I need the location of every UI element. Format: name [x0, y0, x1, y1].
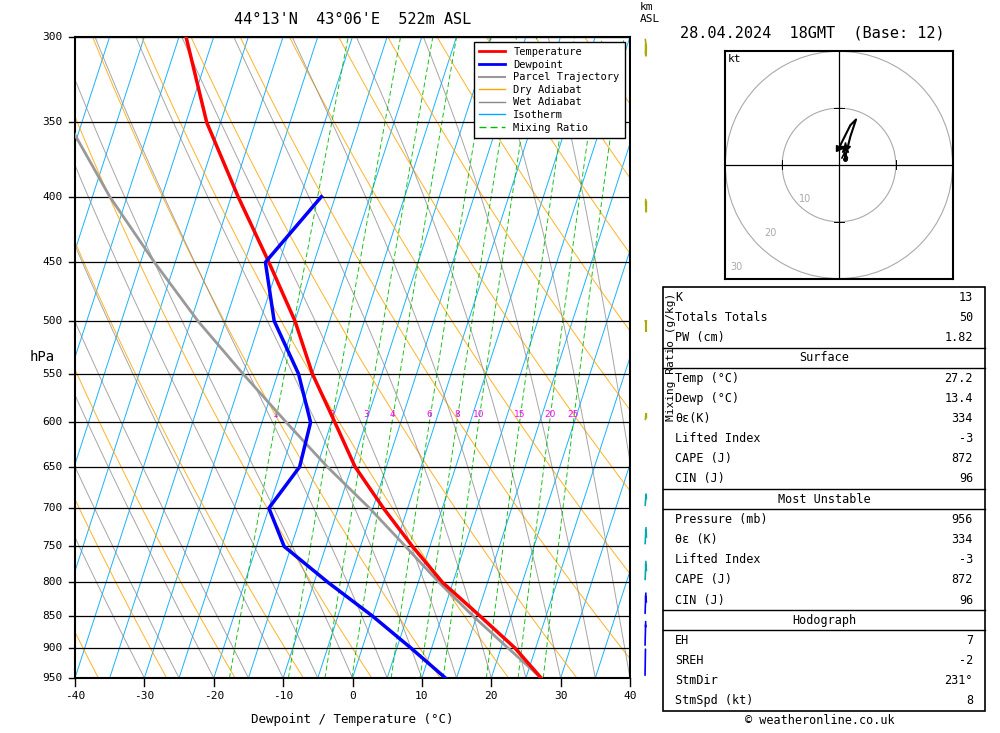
- Text: 13: 13: [959, 291, 973, 304]
- Text: 2: 2: [642, 582, 649, 592]
- Text: 334: 334: [952, 412, 973, 425]
- Text: Lifted Index: Lifted Index: [675, 553, 761, 566]
- Text: 231°: 231°: [944, 674, 973, 688]
- Text: CIN (J): CIN (J): [675, 473, 725, 485]
- Text: θε(K): θε(K): [675, 412, 711, 425]
- Text: Mixing Ratio (g/kg): Mixing Ratio (g/kg): [666, 293, 676, 421]
- Text: 4: 4: [642, 432, 649, 442]
- Text: EH: EH: [675, 634, 689, 647]
- Text: 872: 872: [952, 573, 973, 586]
- Text: 40: 40: [623, 690, 637, 701]
- Text: 8: 8: [642, 216, 649, 226]
- Text: 750: 750: [43, 542, 63, 551]
- Text: PW (cm): PW (cm): [675, 331, 725, 345]
- Text: 800: 800: [43, 578, 63, 587]
- Text: 5: 5: [642, 386, 649, 396]
- Text: -30: -30: [134, 690, 154, 701]
- Text: 10: 10: [473, 410, 484, 419]
- Text: 334: 334: [952, 533, 973, 546]
- Text: -10: -10: [273, 690, 293, 701]
- Text: 1.82: 1.82: [944, 331, 973, 345]
- Text: 8: 8: [454, 410, 460, 419]
- Text: 450: 450: [43, 257, 63, 268]
- Text: 4: 4: [389, 410, 395, 419]
- Text: 850: 850: [43, 611, 63, 621]
- Text: LCL: LCL: [631, 572, 649, 583]
- Text: 27.2: 27.2: [944, 372, 973, 385]
- Text: 30: 30: [554, 690, 567, 701]
- Text: 1: 1: [642, 647, 649, 657]
- Text: 15: 15: [514, 410, 525, 419]
- Text: 600: 600: [43, 417, 63, 427]
- Text: 956: 956: [952, 513, 973, 526]
- Text: km
ASL: km ASL: [640, 2, 660, 23]
- Text: -40: -40: [65, 690, 85, 701]
- Text: Lifted Index: Lifted Index: [675, 432, 761, 445]
- Text: Totals Totals: Totals Totals: [675, 311, 768, 324]
- Text: 25: 25: [568, 410, 579, 419]
- Text: 7: 7: [642, 278, 649, 288]
- Text: CAPE (J): CAPE (J): [675, 452, 732, 465]
- Text: 350: 350: [43, 117, 63, 128]
- Text: 550: 550: [43, 369, 63, 379]
- Text: 3: 3: [642, 510, 649, 520]
- Legend: Temperature, Dewpoint, Parcel Trajectory, Dry Adiabat, Wet Adiabat, Isotherm, Mi: Temperature, Dewpoint, Parcel Trajectory…: [474, 42, 625, 138]
- Text: Pressure (mb): Pressure (mb): [675, 513, 768, 526]
- Text: 1: 1: [273, 410, 278, 419]
- Text: Hodograph: Hodograph: [792, 614, 856, 627]
- Text: SREH: SREH: [675, 654, 704, 667]
- Text: 900: 900: [43, 643, 63, 653]
- Text: StmDir: StmDir: [675, 674, 718, 688]
- Text: 44°13'N  43°06'E  522m ASL: 44°13'N 43°06'E 522m ASL: [234, 12, 471, 27]
- Text: 96: 96: [959, 473, 973, 485]
- Text: 28.04.2024  18GMT  (Base: 12): 28.04.2024 18GMT (Base: 12): [680, 26, 944, 40]
- Text: 3: 3: [364, 410, 369, 419]
- Text: Most Unstable: Most Unstable: [778, 493, 870, 506]
- Text: CAPE (J): CAPE (J): [675, 573, 732, 586]
- Text: © weatheronline.co.uk: © weatheronline.co.uk: [745, 714, 895, 727]
- Text: 13.4: 13.4: [944, 392, 973, 405]
- Text: 96: 96: [959, 594, 973, 606]
- Text: CIN (J): CIN (J): [675, 594, 725, 606]
- Text: 2: 2: [329, 410, 335, 419]
- Text: -3: -3: [959, 432, 973, 445]
- Text: 50: 50: [959, 311, 973, 324]
- Text: 20: 20: [484, 690, 498, 701]
- Text: 7: 7: [966, 634, 973, 647]
- Text: 10: 10: [799, 194, 811, 204]
- Text: 400: 400: [43, 192, 63, 202]
- Text: Dewpoint / Temperature (°C): Dewpoint / Temperature (°C): [251, 713, 454, 726]
- Text: 6: 6: [426, 410, 432, 419]
- Text: 950: 950: [43, 673, 63, 683]
- Text: 6: 6: [642, 336, 649, 347]
- Text: Surface: Surface: [799, 351, 849, 364]
- Text: Temp (°C): Temp (°C): [675, 372, 739, 385]
- Text: 0: 0: [349, 690, 356, 701]
- Text: 500: 500: [43, 316, 63, 326]
- Text: 300: 300: [43, 32, 63, 42]
- Text: 8: 8: [966, 694, 973, 707]
- Text: K: K: [675, 291, 682, 304]
- Text: 30: 30: [730, 262, 743, 273]
- Text: -3: -3: [959, 553, 973, 566]
- Text: 650: 650: [43, 462, 63, 472]
- Text: StmSpd (kt): StmSpd (kt): [675, 694, 753, 707]
- Text: 10: 10: [415, 690, 429, 701]
- Text: 700: 700: [43, 503, 63, 513]
- Text: θε (K): θε (K): [675, 533, 718, 546]
- Text: -2: -2: [959, 654, 973, 667]
- Text: 20: 20: [544, 410, 555, 419]
- Text: -20: -20: [204, 690, 224, 701]
- Text: 872: 872: [952, 452, 973, 465]
- Text: kt: kt: [728, 54, 742, 65]
- Text: hPa: hPa: [29, 350, 54, 364]
- Text: Dewp (°C): Dewp (°C): [675, 392, 739, 405]
- Text: 20: 20: [765, 228, 777, 238]
